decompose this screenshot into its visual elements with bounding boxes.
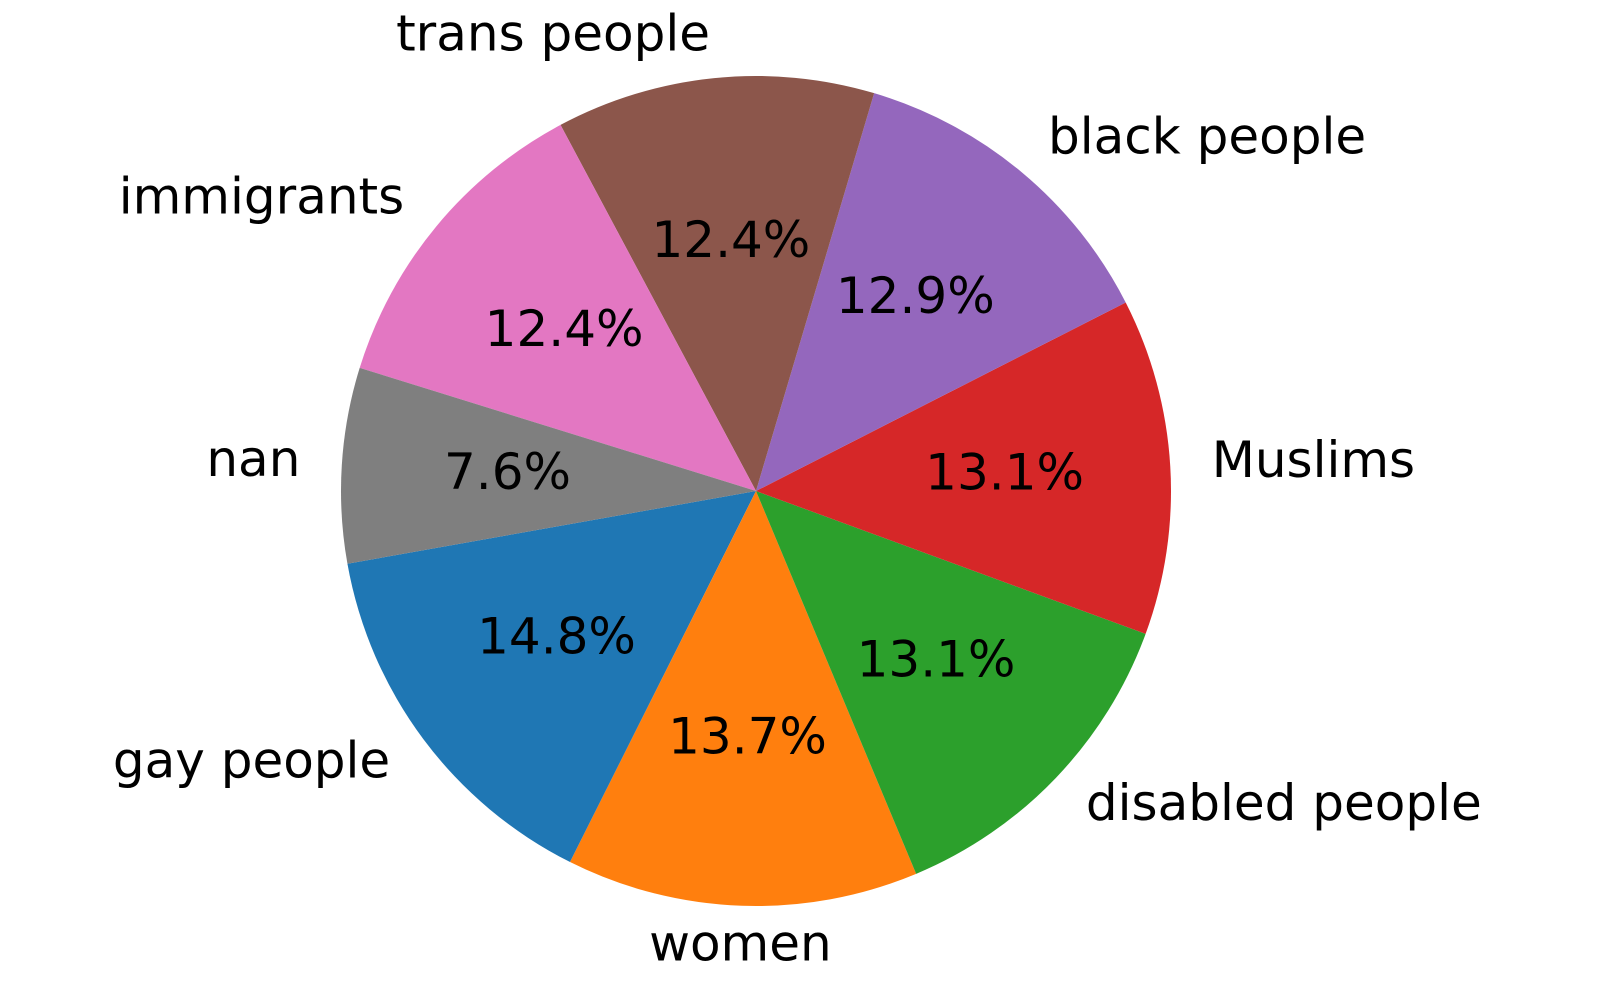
slice-label: women	[649, 915, 832, 973]
slice-percent-label: 13.7%	[668, 707, 827, 765]
pie-slice-nan	[341, 367, 756, 564]
slice-percent-label: 14.8%	[477, 607, 636, 665]
pie-slice-trans-people	[560, 76, 875, 491]
slice-percent-label: 7.6%	[444, 443, 571, 501]
pie-slice-gay-people	[347, 491, 756, 863]
slice-percent-label: 13.1%	[857, 631, 1016, 689]
pie-labels: gay people 14.8% women 13.7% disabled people…	[113, 4, 1482, 972]
slice-percent-label: 13.1%	[925, 444, 1084, 502]
pie-slices	[341, 76, 1171, 906]
slice-label: trans people	[396, 4, 710, 62]
slice-label: immigrants	[119, 168, 404, 226]
slice-label: nan	[206, 430, 300, 488]
pie-slice-women	[570, 491, 917, 906]
slice-percent-label: 12.4%	[485, 300, 644, 358]
slice-label: black people	[1048, 108, 1366, 166]
slice-label: gay people	[113, 732, 390, 790]
pie-slice-immigrants	[359, 124, 756, 492]
slice-label: disabled people	[1086, 774, 1482, 832]
slice-percent-label: 12.9%	[836, 267, 995, 325]
slice-percent-label: 12.4%	[651, 211, 810, 269]
pie-slice-muslims	[756, 302, 1171, 634]
pie-slice-disabled-people	[756, 491, 1146, 874]
pie-slice-black-people	[756, 93, 1126, 492]
slice-label: Muslims	[1212, 431, 1415, 489]
